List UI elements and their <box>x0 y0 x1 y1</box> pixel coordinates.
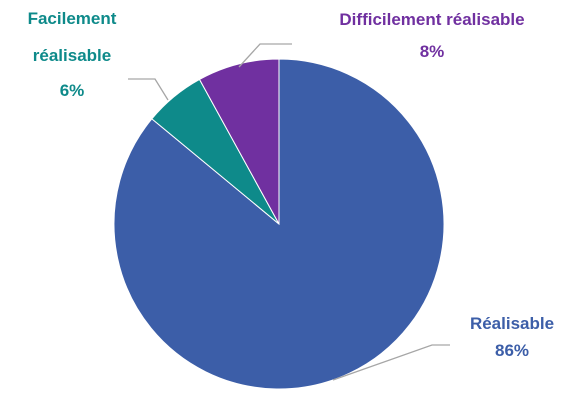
slice-label-realisable-line-1: Réalisable <box>470 314 554 333</box>
slice-labels: Réalisable 86% Facilement réalisable 6% Diffi… <box>28 9 554 360</box>
pie-slice-difficilement <box>198 58 280 225</box>
leader-line-realisable <box>332 344 450 381</box>
slice-label-facilement-line-3: 6% <box>60 81 85 100</box>
slice-label-facilement-line-2: réalisable <box>33 46 111 65</box>
leader-line-difficilement <box>238 43 292 68</box>
leader-lines <box>128 43 450 381</box>
slice-label-facilement-line-1: Facilement <box>28 9 117 28</box>
slice-label-difficilement-line-2: 8% <box>420 42 445 61</box>
leader-line-facilement <box>128 78 169 101</box>
slice-label-difficilement-line-1: Difficilement réalisable <box>339 10 524 29</box>
slice-label-realisable-line-2: 86% <box>495 341 529 360</box>
pie-slices <box>113 58 445 390</box>
